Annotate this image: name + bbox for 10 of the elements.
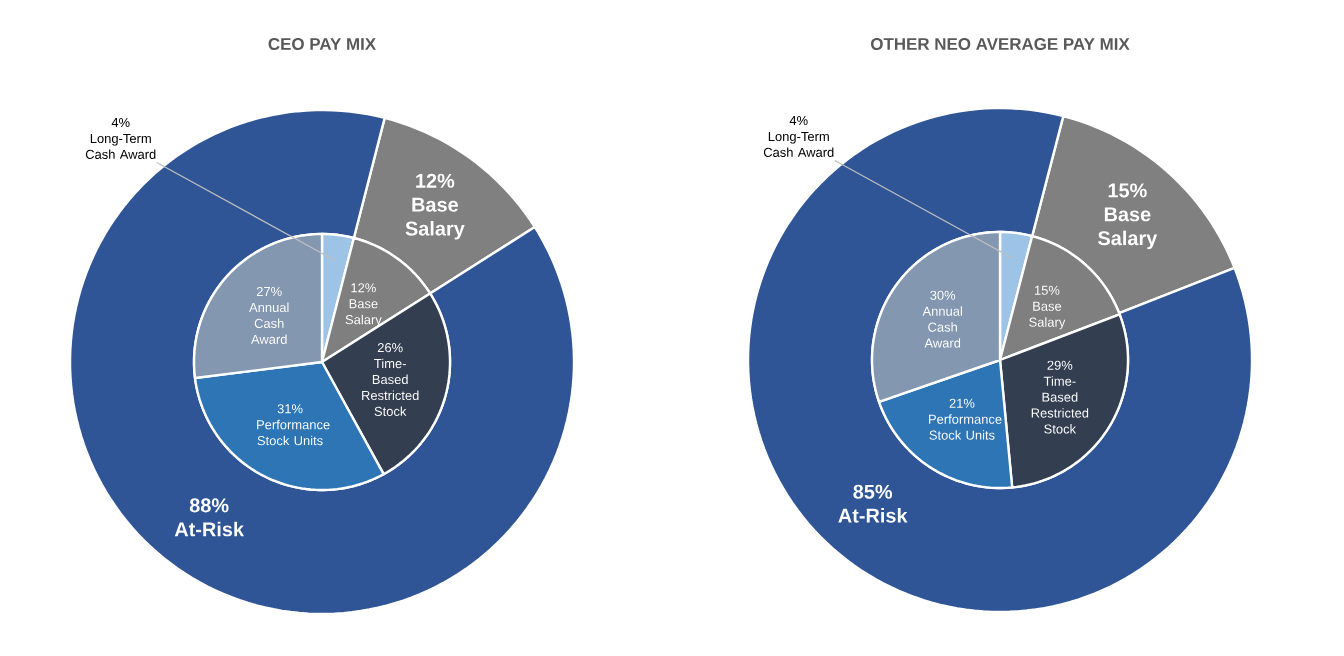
slice-label: Base Salary — [1098, 207, 1158, 250]
data-label: 88% — [189, 498, 229, 513]
slice-label: Base Salary — [405, 197, 465, 240]
data-label: 12% — [416, 173, 455, 188]
chart-title: OTHER NEO AVERAGE PAY MIX — [870, 38, 1130, 50]
slice-label: At-Risk — [174, 521, 245, 537]
data-label: 15% — [1108, 183, 1147, 198]
slice-label: At-Risk — [838, 508, 908, 523]
data-label: 85% — [853, 484, 893, 499]
chart-title: CEO PAY MIX — [268, 38, 376, 50]
